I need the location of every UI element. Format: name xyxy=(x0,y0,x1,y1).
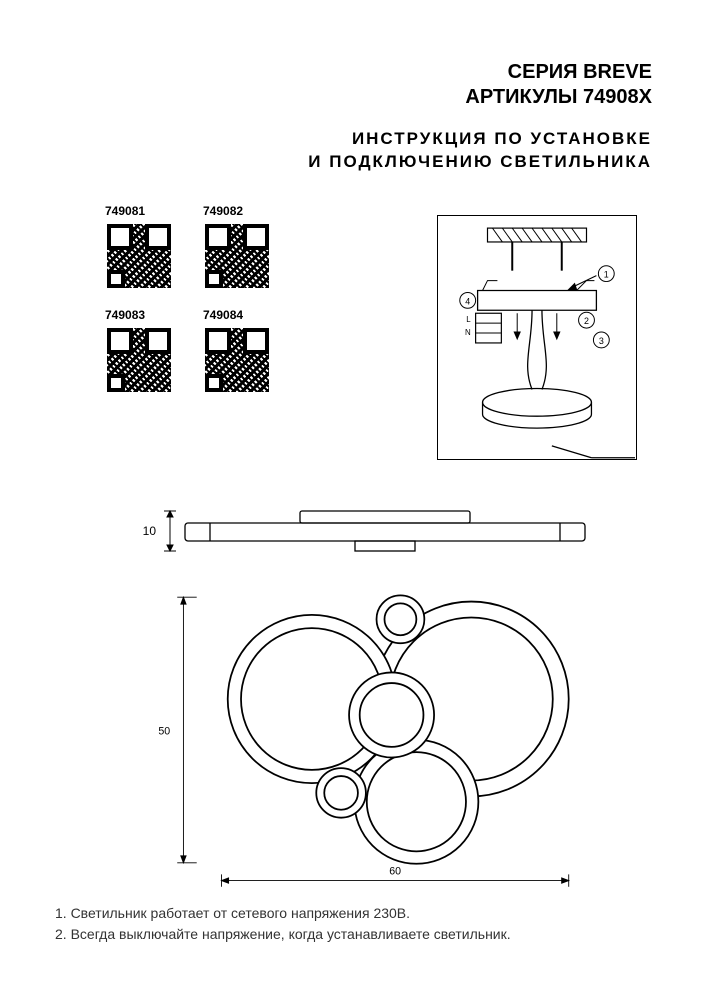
article-line: АРТИКУЛЫ 74908X xyxy=(55,85,652,110)
dimension-height-10: 10 xyxy=(143,524,157,538)
step-number: 4 xyxy=(465,296,470,306)
qr-cell-2: 749082 xyxy=(203,204,283,290)
qr-code-icon xyxy=(203,222,271,290)
step-number: 2 xyxy=(584,316,589,326)
footer-notes: 1. Светильник работает от сетевого напря… xyxy=(55,903,652,945)
instruction-line-2: И ПОДКЛЮЧЕНИЮ СВЕТИЛЬНИКА xyxy=(55,151,652,174)
dimension-height-50: 50 xyxy=(158,725,170,737)
front-view-drawing: 50 60 xyxy=(115,575,615,885)
terminal-l: L xyxy=(466,315,471,324)
side-view-drawing: 10 xyxy=(130,495,610,565)
page-header: СЕРИЯ BREVE АРТИКУЛЫ 74908X ИНСТРУКЦИЯ П… xyxy=(55,60,652,174)
dimension-width-60: 60 xyxy=(389,865,401,877)
qr-label: 749081 xyxy=(105,204,185,218)
qr-code-icon xyxy=(105,222,173,290)
terminal-n: N xyxy=(465,328,471,337)
qr-grid: 749081 749082 749083 749084 xyxy=(105,204,283,394)
note-1: 1. Светильник работает от сетевого напря… xyxy=(55,903,652,924)
qr-cell-1: 749081 xyxy=(105,204,185,290)
instruction-line-1: ИНСТРУКЦИЯ ПО УСТАНОВКЕ xyxy=(55,128,652,151)
qr-code-icon xyxy=(203,326,271,394)
assembly-diagram: 1 2 3 4 L N xyxy=(437,215,637,460)
series-line: СЕРИЯ BREVE xyxy=(55,60,652,85)
qr-cell-3: 749083 xyxy=(105,308,185,394)
page-root: СЕРИЯ BREVE АРТИКУЛЫ 74908X ИНСТРУКЦИЯ П… xyxy=(0,0,707,1000)
qr-label: 749083 xyxy=(105,308,185,322)
qr-label: 749084 xyxy=(203,308,283,322)
note-2: 2. Всегда выключайте напряжение, когда у… xyxy=(55,924,652,945)
step-number: 1 xyxy=(604,270,609,280)
qr-cell-4: 749084 xyxy=(203,308,283,394)
qr-label: 749082 xyxy=(203,204,283,218)
step-number: 3 xyxy=(599,336,604,346)
qr-code-icon xyxy=(105,326,173,394)
